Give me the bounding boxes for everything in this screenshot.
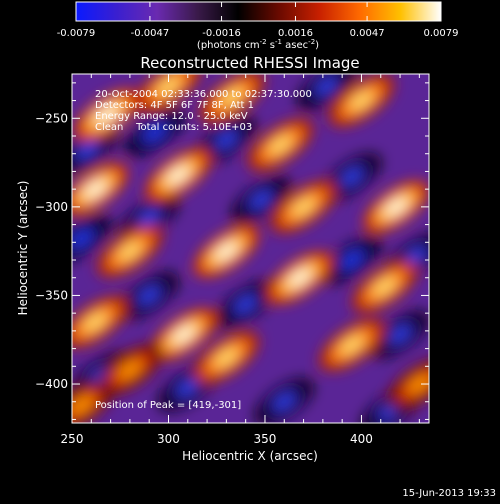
- chart-title: Reconstructed RHESSI Image: [140, 54, 359, 72]
- heatmap-image: [72, 74, 429, 423]
- heatmap-hot-region: [351, 260, 418, 313]
- heatmap-cold-region: [197, 116, 256, 163]
- footer-timestamp: 15-Jun-2013 19:33: [402, 488, 496, 499]
- x-tick-label: 300: [157, 432, 180, 446]
- y-tick-label: −300: [35, 200, 68, 214]
- heatmap-cold-region: [322, 153, 381, 200]
- heatmap-cold-region: [322, 236, 381, 284]
- heatmap-hot-region: [72, 379, 115, 423]
- colorbar-tick-label: -0.0016: [202, 28, 241, 39]
- heatmap-cold-region: [120, 272, 179, 319]
- x-tick-label: 400: [350, 432, 373, 446]
- heatmap-hot-region: [135, 74, 202, 113]
- colorbar-tick-label: -0.0079: [57, 28, 96, 39]
- x-axis-label: Heliocentric X (arcsec): [182, 449, 318, 463]
- colorbar-ticks: -0.0079 -0.0047 -0.0016 0.0016 0.0047 0.0079: [57, 2, 459, 39]
- heatmap-hot-region: [267, 251, 333, 304]
- heatmap-hot-region: [386, 358, 429, 410]
- annotation-clean-counts: Clean Total counts: 5.10E+03: [95, 122, 252, 133]
- y-tick-label: −250: [35, 111, 68, 125]
- axis-ticks: 250 300 350 400 −250 −300 −350 −400: [35, 74, 429, 446]
- heatmap-hot-region: [97, 225, 163, 278]
- annotations: 20-Oct-2004 02:33:36.000 to 02:37:30.000…: [95, 89, 312, 411]
- heatmap-hot-region: [145, 149, 211, 201]
- annotation-energy: Energy Range: 12.0 - 25.0 keV: [95, 111, 248, 122]
- heatmap-hot-region: [193, 225, 259, 278]
- colorbar-tick-label: 0.0079: [424, 28, 459, 39]
- heatmap-hot-region: [247, 118, 314, 171]
- heatmap-cold-region: [125, 109, 185, 156]
- heatmap-cold-region: [72, 127, 117, 174]
- colorbar-tick-label: 0.0016: [278, 28, 313, 39]
- heatmap-hot-region: [74, 88, 140, 141]
- annotation-peak-position: Position of Peak = [419,-301]: [95, 400, 241, 411]
- colorbar-units: (photons cm-2 s-1 asec-2): [197, 38, 319, 51]
- plot-frame: [71, 73, 430, 424]
- heatmap-cold-region: [297, 74, 356, 110]
- x-tick-label: 250: [61, 432, 84, 446]
- heatmap-cold-region: [255, 378, 314, 423]
- colorbar-gradient: [75, 1, 442, 22]
- y-tick-label: −350: [35, 288, 68, 302]
- y-tick-label: −400: [35, 377, 68, 391]
- heatmap-hot-region: [151, 308, 217, 361]
- heatmap-cold-region: [370, 311, 429, 358]
- heatmap-hot-region: [72, 163, 128, 216]
- heatmap-hot-region: [193, 331, 259, 384]
- heatmap-hot-region: [328, 74, 395, 127]
- heatmap-cold-region: [231, 176, 291, 223]
- heatmap-hot-region: [199, 74, 265, 123]
- annotation-time-range: 20-Oct-2004 02:33:36.000 to 02:37:30.000: [95, 89, 312, 100]
- heatmap-hot-region: [97, 343, 163, 396]
- colorbar: -0.0079 -0.0047 -0.0016 0.0016 0.0047 0.0079 …: [57, 1, 459, 51]
- heatmap-hot-region: [319, 319, 385, 371]
- heatmap-cold-region: [216, 281, 275, 328]
- heatmap-hot-region: [72, 296, 128, 348]
- annotation-detectors: Detectors: 4F 5F 6F 7F 8F, Att 1: [95, 100, 254, 111]
- heatmap-hot-region: [270, 181, 337, 233]
- colorbar-tick-label: 0.0047: [350, 28, 385, 39]
- heatmap-cold-region: [72, 215, 111, 262]
- x-tick-label: 350: [254, 432, 277, 446]
- y-axis-label: Heliocentric Y (arcsec): [16, 181, 30, 316]
- colorbar-tick-label: -0.0047: [131, 28, 170, 39]
- heatmap-hot-region: [363, 181, 429, 233]
- heatmap-cold-region: [120, 194, 179, 241]
